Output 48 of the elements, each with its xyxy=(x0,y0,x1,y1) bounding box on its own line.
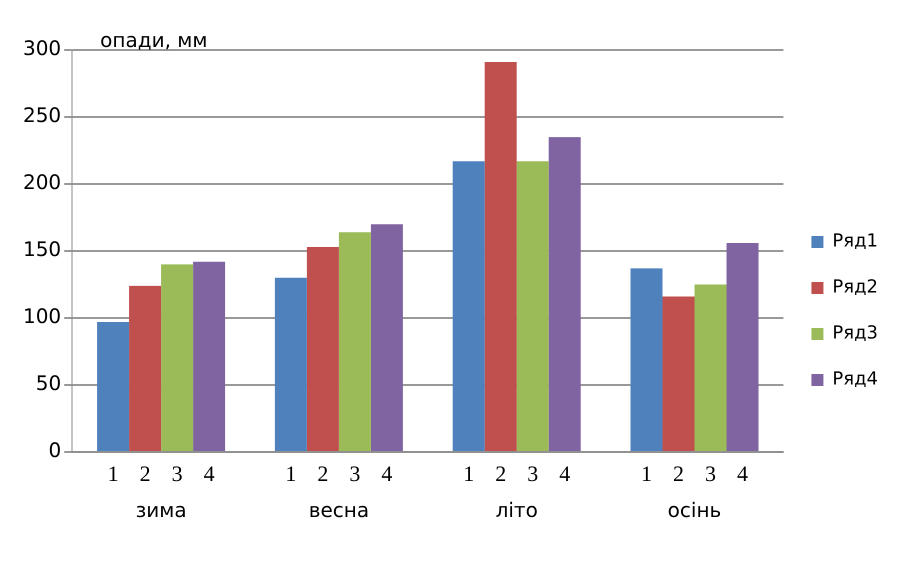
legend-label: Ряд1 xyxy=(832,230,878,252)
y-tick-label: 250 xyxy=(22,103,62,128)
y-tick-label: 150 xyxy=(22,237,62,262)
y-axis-title: опади, мм xyxy=(100,28,208,52)
bar xyxy=(662,296,695,451)
x-tick-label: літо xyxy=(496,498,538,522)
bar xyxy=(193,262,226,451)
y-tick-label: 50 xyxy=(36,371,62,396)
text: 2 xyxy=(673,460,684,486)
bar xyxy=(484,62,517,451)
bar xyxy=(630,268,663,451)
bar xyxy=(726,242,759,451)
x-tick-label: весна xyxy=(308,498,370,522)
bar xyxy=(452,161,485,451)
bar xyxy=(161,264,194,451)
text: 2 xyxy=(140,460,151,486)
legend-label: Ряд4 xyxy=(832,368,878,390)
text: 3 xyxy=(527,460,538,486)
y-tick-label: 100 xyxy=(22,304,62,328)
bar xyxy=(274,278,307,451)
y-tick-label: 300 xyxy=(22,36,62,60)
bar xyxy=(516,161,549,451)
text: 4 xyxy=(204,460,215,486)
text: 4 xyxy=(737,460,748,486)
bar xyxy=(370,224,403,451)
text: 4 xyxy=(381,460,392,486)
text: 4 xyxy=(559,460,570,486)
y-tick-label: 0 xyxy=(48,438,62,462)
text: 3 xyxy=(172,460,183,486)
text: 1 xyxy=(108,460,119,486)
bar xyxy=(129,286,162,451)
text: 1 xyxy=(641,460,652,486)
x-tick-label: зима xyxy=(136,498,187,522)
bar xyxy=(97,322,130,451)
bar xyxy=(338,232,371,451)
text: 1 xyxy=(463,460,474,486)
text: 3 xyxy=(705,460,716,486)
text: 1 xyxy=(285,460,296,486)
text: 3 xyxy=(349,460,360,486)
bar xyxy=(548,137,581,451)
y-tick-label: 200 xyxy=(22,170,62,194)
text: 2 xyxy=(317,460,328,486)
legend-label: Ряд2 xyxy=(832,276,878,298)
bar xyxy=(306,246,339,451)
text: 2 xyxy=(495,460,506,486)
x-tick-label: осінь xyxy=(668,498,722,522)
bar xyxy=(694,284,727,451)
legend-label: Ряд3 xyxy=(832,322,878,344)
